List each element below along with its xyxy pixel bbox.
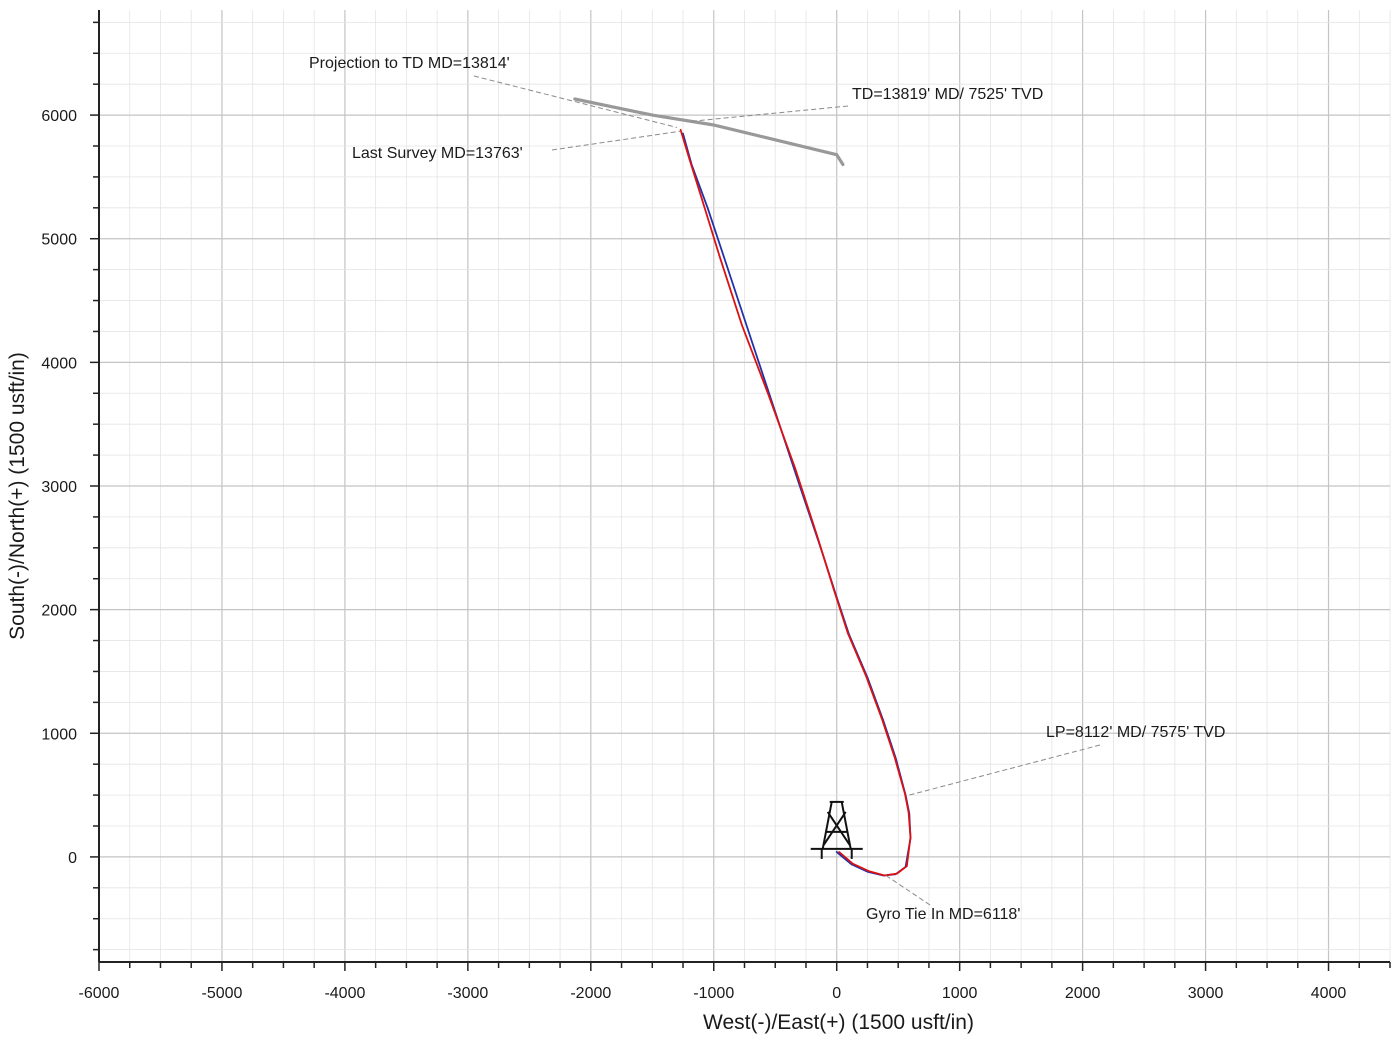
y-tick-label: 6000 bbox=[41, 108, 77, 125]
x-tick-label: -5000 bbox=[201, 985, 242, 1002]
axes: -6000 -5000 -4000 -3000 -2000 -1000 0 1000 2000 3… bbox=[41, 10, 1391, 1002]
x-tick-label: -3000 bbox=[447, 985, 488, 1002]
x-tick-label: -2000 bbox=[570, 985, 611, 1002]
annotation-label: Gyro Tie In MD=6118' bbox=[866, 906, 1020, 923]
y-tick-label: 1000 bbox=[41, 726, 77, 743]
x-axis-title: West(-)/East(+) (1500 usft/in) bbox=[703, 1011, 974, 1034]
annotation-leader-line bbox=[551, 130, 681, 151]
rig-icon-stroke bbox=[821, 801, 833, 850]
y-axis-title: South(-)/North(+) (1500 usft/in) bbox=[6, 352, 29, 640]
series-group bbox=[573, 97, 912, 877]
y-tick-label: 2000 bbox=[41, 603, 77, 620]
series-line-2 bbox=[679, 128, 912, 877]
x-tick-label: -1000 bbox=[693, 985, 734, 1002]
y-tick-label: 0 bbox=[68, 850, 77, 867]
rig-icon bbox=[810, 800, 863, 859]
x-tick-label: 0 bbox=[832, 985, 841, 1002]
x-tick-label: 3000 bbox=[1188, 985, 1224, 1002]
x-tick-label: -6000 bbox=[79, 985, 120, 1002]
x-tick-label: 4000 bbox=[1311, 985, 1347, 1002]
x-tick-label: -4000 bbox=[324, 985, 365, 1002]
x-tick-label: 1000 bbox=[942, 985, 978, 1002]
y-tick-label: 3000 bbox=[41, 479, 77, 496]
rig-icon-stroke bbox=[822, 811, 847, 846]
annotation-leader-line bbox=[691, 105, 849, 122]
grid bbox=[98, 10, 1391, 962]
annotation-leader-line bbox=[473, 75, 677, 128]
rig-icon-stroke bbox=[826, 811, 851, 846]
y-tick-label: 5000 bbox=[41, 232, 77, 249]
annotation-label: Last Survey MD=13763' bbox=[352, 145, 523, 162]
x-tick-label: 2000 bbox=[1065, 985, 1101, 1002]
annotation-leader-line bbox=[909, 744, 1101, 796]
annotation-leader-line bbox=[885, 875, 931, 906]
annotation-label: TD=13819' MD/ 7525' TVD bbox=[852, 86, 1043, 103]
annotation-label: LP=8112' MD/ 7575' TVD bbox=[1046, 724, 1225, 741]
rig-icon-stroke bbox=[840, 801, 852, 850]
series-line-3 bbox=[573, 97, 845, 167]
annotations-group: Projection to TD MD=13814' TD=13819' MD/ … bbox=[309, 55, 1225, 923]
y-tick-label: 4000 bbox=[41, 355, 77, 372]
annotation-label: Projection to TD MD=13814' bbox=[309, 55, 510, 72]
